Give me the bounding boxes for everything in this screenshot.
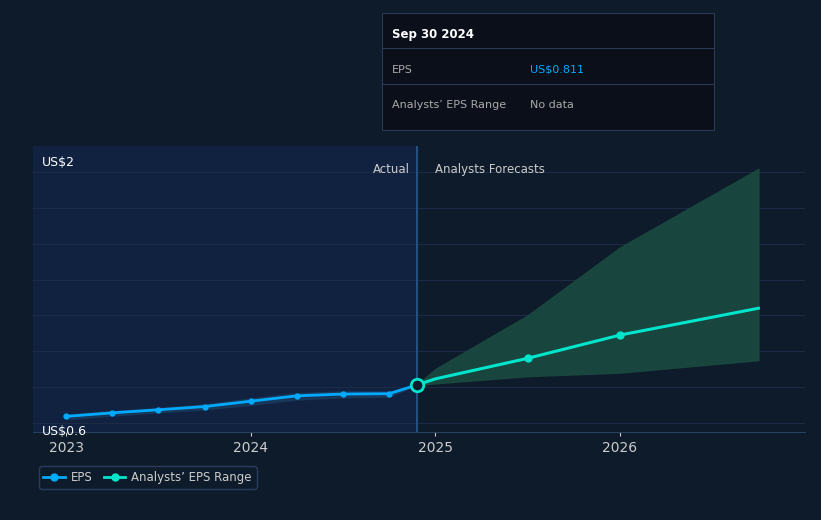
Text: No data: No data: [530, 100, 573, 110]
Legend: EPS, Analysts’ EPS Range: EPS, Analysts’ EPS Range: [39, 466, 256, 489]
Text: US$0.811: US$0.811: [530, 65, 584, 75]
Text: EPS: EPS: [392, 65, 412, 75]
Bar: [33, 146, 417, 432]
Text: US$2: US$2: [42, 156, 75, 169]
Text: Sep 30 2024: Sep 30 2024: [392, 28, 474, 41]
Text: US$0.6: US$0.6: [42, 425, 87, 438]
Text: Analysts’ EPS Range: Analysts’ EPS Range: [392, 100, 506, 110]
Text: Analysts Forecasts: Analysts Forecasts: [435, 163, 545, 176]
Text: Actual: Actual: [373, 163, 410, 176]
